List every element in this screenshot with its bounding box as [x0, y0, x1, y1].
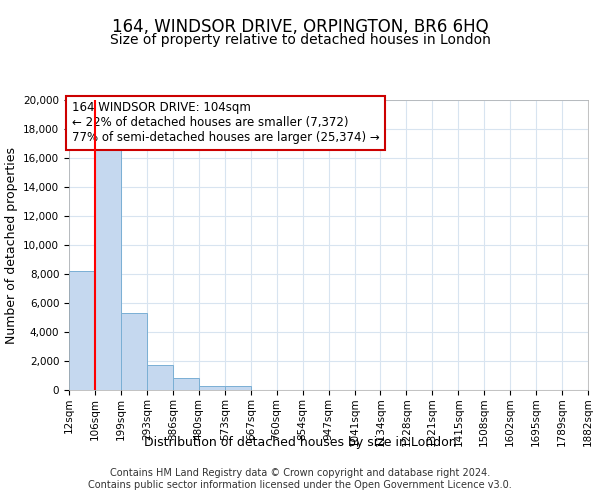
Bar	[224, 386, 251, 390]
Bar	[95, 150, 121, 390]
Text: 164 WINDSOR DRIVE: 104sqm
← 22% of detached houses are smaller (7,372)
77% of se: 164 WINDSOR DRIVE: 104sqm ← 22% of detac…	[71, 102, 379, 144]
Bar	[147, 364, 173, 390]
Text: Contains public sector information licensed under the Open Government Licence v3: Contains public sector information licen…	[88, 480, 512, 490]
Text: 164, WINDSOR DRIVE, ORPINGTON, BR6 6HQ: 164, WINDSOR DRIVE, ORPINGTON, BR6 6HQ	[112, 18, 488, 36]
Text: Size of property relative to detached houses in London: Size of property relative to detached ho…	[110, 33, 490, 47]
Y-axis label: Number of detached properties: Number of detached properties	[5, 146, 17, 344]
Bar	[199, 386, 224, 390]
Text: Distribution of detached houses by size in London: Distribution of detached houses by size …	[143, 436, 457, 449]
Bar	[121, 313, 147, 390]
Bar	[173, 378, 199, 390]
Bar	[69, 271, 95, 390]
Text: Contains HM Land Registry data © Crown copyright and database right 2024.: Contains HM Land Registry data © Crown c…	[110, 468, 490, 477]
